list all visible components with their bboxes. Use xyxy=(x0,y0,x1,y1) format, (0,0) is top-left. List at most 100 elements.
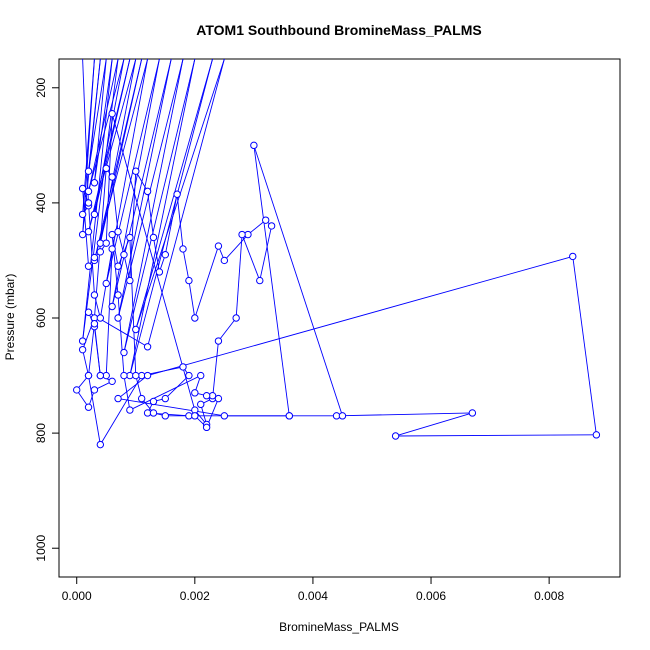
data-point xyxy=(108,109,116,118)
data-point xyxy=(108,245,116,253)
data-point xyxy=(149,233,158,242)
series-segment xyxy=(111,59,172,307)
x-tick-label: 0.008 xyxy=(534,589,564,603)
data-point xyxy=(90,210,99,219)
y-axis-label: Pressure (mbar) xyxy=(3,274,17,361)
data-point xyxy=(84,199,93,207)
data-point xyxy=(84,371,93,380)
data-point xyxy=(108,377,116,386)
data-point xyxy=(78,210,87,219)
data-point xyxy=(214,337,223,345)
data-point xyxy=(126,233,134,242)
series-segment xyxy=(93,294,101,319)
data-point xyxy=(179,245,187,253)
series-segment xyxy=(164,194,178,255)
data-point xyxy=(78,184,87,193)
series-segment xyxy=(129,375,201,411)
data-point xyxy=(261,216,270,224)
series-segment xyxy=(572,256,597,435)
data-point xyxy=(114,291,122,299)
series-segment xyxy=(395,412,473,437)
series-segment xyxy=(182,248,190,281)
data-point xyxy=(102,164,110,173)
x-tick-label: 0.002 xyxy=(180,589,210,603)
series-segment xyxy=(88,59,137,232)
data-point xyxy=(96,314,105,322)
data-point xyxy=(96,248,105,256)
data-point xyxy=(161,412,169,420)
data-point xyxy=(126,406,134,414)
data-point xyxy=(90,320,99,328)
series-segment xyxy=(147,255,573,376)
data-point xyxy=(108,230,116,239)
data-point xyxy=(191,412,199,420)
data-point xyxy=(250,141,258,150)
data-point xyxy=(132,325,140,334)
series-segment xyxy=(82,59,119,342)
series-segment xyxy=(194,245,219,319)
data-point xyxy=(114,227,122,236)
data-point xyxy=(185,371,193,380)
series-segment xyxy=(88,59,131,232)
data-point xyxy=(132,167,140,175)
data-point xyxy=(391,432,400,440)
series-segment xyxy=(111,176,119,232)
series-segment xyxy=(82,188,89,267)
data-point xyxy=(220,412,229,420)
series-segment xyxy=(129,237,137,376)
data-point xyxy=(468,409,477,417)
data-point xyxy=(78,230,87,239)
x-tick-label: 0.004 xyxy=(298,589,328,603)
data-point xyxy=(102,239,110,247)
series-segment xyxy=(123,59,196,353)
series-segment xyxy=(117,231,125,255)
data-point xyxy=(155,268,164,276)
series-segment xyxy=(176,194,184,249)
data-point xyxy=(102,279,110,288)
series-segment xyxy=(153,237,160,273)
data-point xyxy=(90,253,99,262)
data-point xyxy=(191,314,199,322)
series-segment xyxy=(82,59,95,235)
data-point xyxy=(214,242,223,250)
series-segment xyxy=(88,202,95,296)
data-point xyxy=(143,343,152,351)
series-segment xyxy=(88,59,101,172)
data-point xyxy=(197,371,205,380)
y-axis: 200 400 600 800 1000 xyxy=(34,77,59,562)
y-tick-label: 800 xyxy=(34,423,48,443)
x-axis-label: BromineMass_PALMS xyxy=(279,620,399,634)
x-axis: 0.000 0.002 0.004 0.006 0.008 xyxy=(62,577,564,603)
data-point xyxy=(126,276,134,285)
data-point xyxy=(256,276,264,285)
data-point xyxy=(120,250,128,259)
data-point xyxy=(84,167,93,175)
data-point xyxy=(338,412,347,420)
series-segment xyxy=(105,248,113,376)
data-point xyxy=(267,222,276,230)
data-point xyxy=(197,400,205,409)
plot-frame xyxy=(58,58,621,578)
series-segment xyxy=(129,59,196,376)
series-segment xyxy=(88,59,119,192)
data-point xyxy=(149,409,158,417)
data-point xyxy=(143,187,152,196)
data-point xyxy=(202,392,211,400)
series-segment xyxy=(218,317,237,342)
data-point xyxy=(96,440,105,449)
series-segment xyxy=(147,191,154,238)
data-point xyxy=(161,394,169,403)
series-segment xyxy=(188,280,196,319)
data-point xyxy=(84,403,93,411)
data-point xyxy=(84,308,93,316)
data-point xyxy=(202,423,211,432)
data-point xyxy=(114,394,122,403)
data-point xyxy=(214,394,223,403)
series-segment xyxy=(135,375,143,399)
chart-title: ATOM1 Southbound BromineMass_PALMS xyxy=(196,22,481,38)
data-point xyxy=(569,252,577,261)
data-point xyxy=(285,412,294,420)
series-segment xyxy=(123,254,131,281)
data-point xyxy=(120,371,128,380)
series-segment xyxy=(224,234,249,261)
